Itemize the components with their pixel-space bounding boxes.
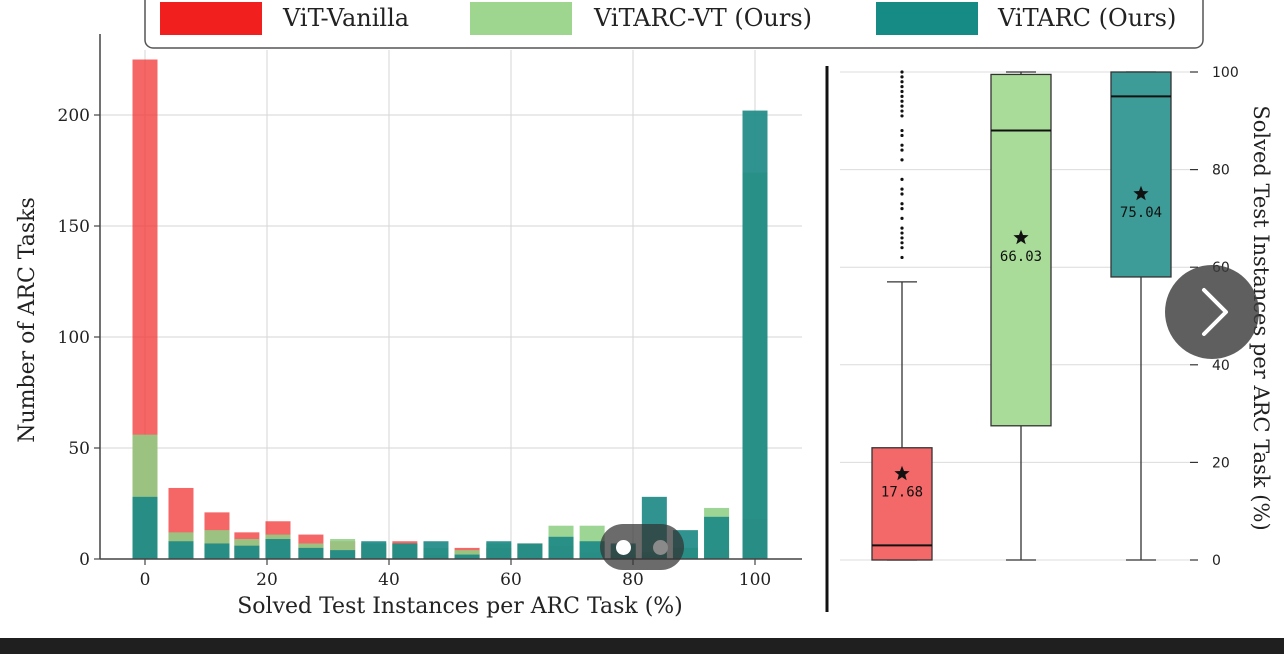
- histogram-x-tick-label: 40: [378, 570, 400, 590]
- histogram-bar-vitarc-ours: [454, 554, 480, 559]
- histogram-x-tick-label: 60: [500, 570, 522, 590]
- boxplot-mean-star: [1013, 229, 1029, 245]
- histogram-ticks: 0 20 40 60 80 100 0 50 100 150 200: [58, 106, 772, 590]
- carousel-dots: [600, 524, 684, 570]
- chevron-right-icon: [1202, 288, 1228, 336]
- boxplot-y-tick-label: 20: [1212, 455, 1230, 471]
- carousel-dot[interactable]: [653, 540, 668, 555]
- histogram-bar-vitarc-ours: [517, 543, 543, 559]
- boxplot-y-tick-label: 40: [1212, 358, 1230, 374]
- boxplot-mean-label: 17.68: [881, 485, 923, 501]
- boxplot-outlier: [900, 85, 904, 89]
- histogram-x-tick-label: 0: [140, 570, 151, 590]
- boxplot-outlier: [900, 255, 904, 260]
- boxplot-outlier: [900, 226, 904, 230]
- boxplot-outlier: [900, 99, 904, 103]
- histogram-gridlines: [100, 50, 802, 559]
- boxplot-outlier: [900, 114, 904, 118]
- histogram-y-tick-label: 150: [58, 217, 90, 237]
- histogram-bar-vitarc-ours: [742, 110, 768, 559]
- histogram-y-tick-label: 100: [58, 328, 90, 348]
- legend-swatch-vit-vanilla: [160, 2, 262, 35]
- boxplot-outlier: [900, 192, 904, 196]
- histogram-bars: [132, 59, 768, 559]
- histogram-bar-vitarc-ours: [265, 539, 291, 559]
- boxplot-outlier: [900, 231, 904, 235]
- histogram-y-axis-label: Number of ARC Tasks: [15, 197, 40, 443]
- histogram-bar-vitarc-ours: [298, 547, 324, 559]
- histogram-bar-vitarc-ours: [361, 541, 387, 559]
- boxplot-outlier: [900, 148, 904, 152]
- boxplot-outlier: [900, 187, 904, 191]
- histogram-bar-vitarc-ours: [234, 545, 260, 559]
- boxplot-outlier: [900, 202, 904, 206]
- boxplot-box-vitarc-ours: [1110, 71, 1172, 278]
- boxplot-outlier: [900, 94, 904, 98]
- boxplot-y-tick-label: 0: [1212, 553, 1221, 569]
- histogram-bar-vitarc-ours: [423, 541, 449, 559]
- boxplot-mean-star: [1133, 185, 1149, 201]
- boxplot-outlier: [900, 143, 904, 147]
- legend: ViT-Vanilla ViTARC-VT (Ours) ViTARC (Our…: [144, 0, 1204, 49]
- boxplot-outlier: [900, 216, 904, 220]
- boxplot-outlier: [900, 80, 904, 84]
- boxplot-outlier: [900, 246, 904, 250]
- carousel-dot[interactable]: [616, 540, 631, 555]
- boxplot-outlier: [900, 158, 904, 162]
- legend-swatch-vitarc-vt: [470, 2, 572, 35]
- histogram-bar-vitarc-ours: [486, 541, 512, 559]
- boxplot-mean-label: 66.03: [1000, 249, 1042, 265]
- histogram-bar-vitarc-ours: [132, 496, 158, 559]
- boxplot-outlier: [900, 241, 904, 245]
- boxplot-outlier: [900, 177, 904, 181]
- legend-label-vitarc: ViTARC (Ours): [997, 4, 1176, 32]
- histogram-bar-vitarc-ours: [168, 541, 194, 559]
- boxplot-y-tick-label: 100: [1212, 65, 1239, 81]
- legend-label-vit-vanilla: ViT-Vanilla: [282, 4, 409, 32]
- boxplot-boxes: 17.68 66.03 75.04: [871, 70, 1172, 561]
- histogram-x-tick-label: 80: [622, 570, 644, 590]
- boxplot-outlier: [900, 109, 904, 113]
- histogram-chart: 0 20 40 60 80 100 0 50 100 150 200 Solved Test Ins…: [15, 34, 802, 619]
- boxplot-outlier: [900, 75, 904, 79]
- boxplot-y-tick-label: 80: [1212, 163, 1230, 179]
- histogram-bar-vitarc-ours: [704, 516, 730, 559]
- boxplot-outlier: [900, 207, 904, 211]
- histogram-x-tick-label: 20: [256, 570, 278, 590]
- histogram-bar-vitarc-ours: [579, 541, 605, 559]
- legend-label-vitarc-vt: ViTARC-VT (Ours): [593, 4, 812, 32]
- histogram-x-axis-label: Solved Test Instances per ARC Task (%): [237, 594, 683, 619]
- boxplot-mean-star: [894, 465, 910, 481]
- boxplot-box-vit-vanilla: [871, 447, 933, 561]
- boxplot-outlier: [900, 133, 904, 138]
- histogram-y-tick-label: 0: [79, 550, 90, 570]
- histogram-bar-vitarc-ours: [204, 543, 230, 559]
- boxplot-mean-label: 75.04: [1120, 205, 1162, 221]
- boxplot-outlier: [900, 128, 904, 133]
- legend-swatch-vitarc: [876, 2, 978, 35]
- histogram-bar-vitarc-ours: [548, 536, 574, 559]
- boxplot-outlier: [900, 70, 904, 74]
- boxplot-box-vitarc-vt-ours: [990, 73, 1052, 427]
- histogram-x-tick-label: 100: [739, 570, 771, 590]
- histogram-y-tick-label: 200: [58, 106, 90, 126]
- histogram-y-tick-label: 50: [68, 439, 90, 459]
- histogram-bar-vitarc-ours: [392, 543, 418, 559]
- next-slide-button[interactable]: [1165, 265, 1259, 359]
- boxplot-outlier: [900, 104, 904, 108]
- bottom-bar: [0, 638, 1284, 654]
- boxplot-outlier: [900, 236, 904, 240]
- boxplot-outlier: [900, 89, 904, 94]
- histogram-bar-vitarc-ours: [330, 550, 356, 559]
